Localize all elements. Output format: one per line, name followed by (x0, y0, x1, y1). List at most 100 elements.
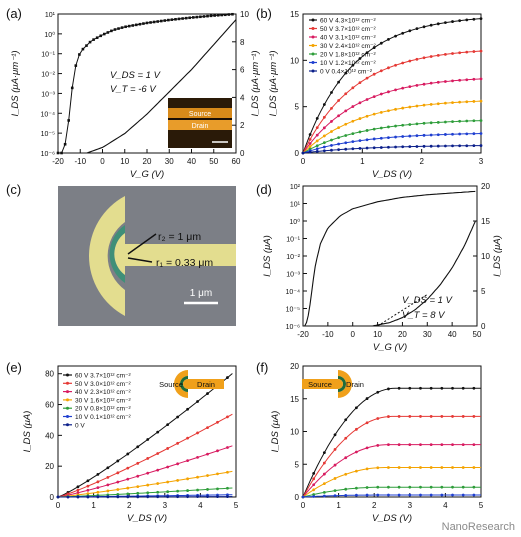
series-point-3 (401, 106, 405, 110)
series-point-6 (206, 495, 209, 499)
series-point-0 (186, 407, 189, 411)
series-point-1 (186, 436, 189, 440)
series-point-1 (365, 76, 369, 80)
series-point-3 (479, 99, 483, 103)
series-point-2 (440, 443, 444, 446)
series-point-0 (465, 18, 469, 22)
series-point-3 (333, 477, 337, 480)
series-point-5 (387, 136, 390, 140)
series-point-2 (444, 80, 447, 83)
series-point-2 (419, 443, 422, 446)
series-point-6 (186, 495, 189, 499)
series-log-point (92, 38, 95, 41)
series-point-2 (458, 78, 462, 82)
series-point-1 (444, 52, 447, 56)
series-point-1 (472, 50, 476, 53)
series-point-3 (196, 475, 199, 479)
series-log-point (159, 19, 163, 23)
series-point-2 (136, 474, 140, 478)
series-point-2 (429, 443, 433, 446)
x-tick-label: 4 (198, 501, 203, 510)
series-point-4 (458, 119, 462, 123)
series-point-1 (358, 81, 362, 85)
y-tick-label: 10⁻¹ (41, 52, 55, 59)
device-label-left: Source (159, 380, 183, 389)
series-point-6 (106, 495, 110, 499)
series-point-0 (451, 386, 454, 390)
series-point-1 (365, 421, 369, 425)
series-log-point (163, 19, 167, 22)
series-point-1 (196, 431, 199, 435)
series-point-6 (116, 495, 120, 499)
series-point-5 (355, 493, 358, 497)
inset-channel (168, 118, 232, 120)
series-point-3 (465, 100, 469, 104)
series-point-0 (116, 459, 120, 463)
device-icon-channel (180, 376, 188, 392)
series-point-3 (358, 117, 362, 120)
series-point-4 (156, 490, 160, 494)
series-point-2 (96, 486, 100, 490)
legend-marker-2 (311, 35, 315, 39)
series-point-0 (408, 386, 412, 390)
outer-electrode (88, 196, 125, 316)
series-point-4 (408, 485, 412, 489)
series-point-1 (379, 69, 383, 73)
series-point-2 (387, 90, 390, 94)
legend-entry-2: 40 V 3.1×10¹² cm⁻² (320, 35, 376, 42)
y-tick-label: 10⁻⁴ (286, 289, 301, 296)
series-point-2 (308, 142, 312, 145)
series-point-0 (322, 451, 326, 455)
panel-label-c: (c) (6, 182, 21, 197)
series-point-3 (330, 130, 333, 133)
device-label-right: Drain (197, 380, 215, 389)
series-point-6 (176, 495, 180, 499)
series-point-0 (76, 485, 80, 489)
series-point-2 (379, 92, 383, 96)
series-point-4 (116, 492, 120, 496)
panel-label-d: (d) (256, 182, 272, 197)
y-tick-label: 15 (290, 10, 299, 19)
device-icon-inner (183, 379, 188, 389)
series-point-4 (330, 138, 333, 142)
series-point-6 (472, 144, 476, 148)
x-tick-label: 50 (473, 330, 482, 339)
series-point-3 (461, 466, 465, 469)
series-point-4 (312, 493, 316, 496)
series-point-6 (365, 146, 369, 150)
series-point-0 (422, 25, 426, 29)
annotation-vds: V_DS = 1 V (402, 295, 454, 306)
series-log-point (138, 22, 142, 26)
series-point-0 (196, 400, 199, 403)
y-tick-label: 10⁻⁶ (286, 324, 300, 331)
x-tick-label: 10 (120, 157, 129, 166)
x-tick-label: 20 (143, 157, 152, 166)
series-log-point (85, 44, 88, 47)
series-point-6 (479, 144, 483, 147)
series-point-1 (176, 441, 180, 445)
y-tick-label: 10⁻⁴ (41, 111, 56, 118)
series-point-4 (479, 119, 483, 122)
series-point-4 (351, 132, 355, 136)
series-point-5 (379, 136, 383, 140)
panel-d: -20 -10 0 10 20 30 40 5010⁻⁶10⁻⁵10⁻⁴10⁻³10⁻²10⁻… (262, 182, 503, 353)
series-point-4 (387, 125, 390, 129)
x-axis-label: V_G (V) (130, 169, 164, 180)
y-tick-label: 10² (290, 184, 301, 191)
series-log-point (60, 151, 63, 155)
series-log-point (110, 29, 113, 33)
series-point-2 (333, 463, 337, 467)
series-point-3 (365, 467, 369, 471)
series-log-point (106, 31, 110, 34)
y-tick-label: 4 (240, 93, 245, 102)
series-log-point (70, 86, 74, 90)
series-point-2 (216, 449, 219, 453)
series-log-point (231, 12, 234, 16)
series-point-5 (436, 133, 440, 137)
series-point-3 (397, 466, 401, 469)
series-log-point (202, 15, 206, 18)
series-point-6 (358, 147, 362, 150)
series-point-3 (387, 109, 390, 113)
y-tick-label: 0 (481, 322, 486, 331)
x-tick-label: -10 (74, 157, 86, 166)
